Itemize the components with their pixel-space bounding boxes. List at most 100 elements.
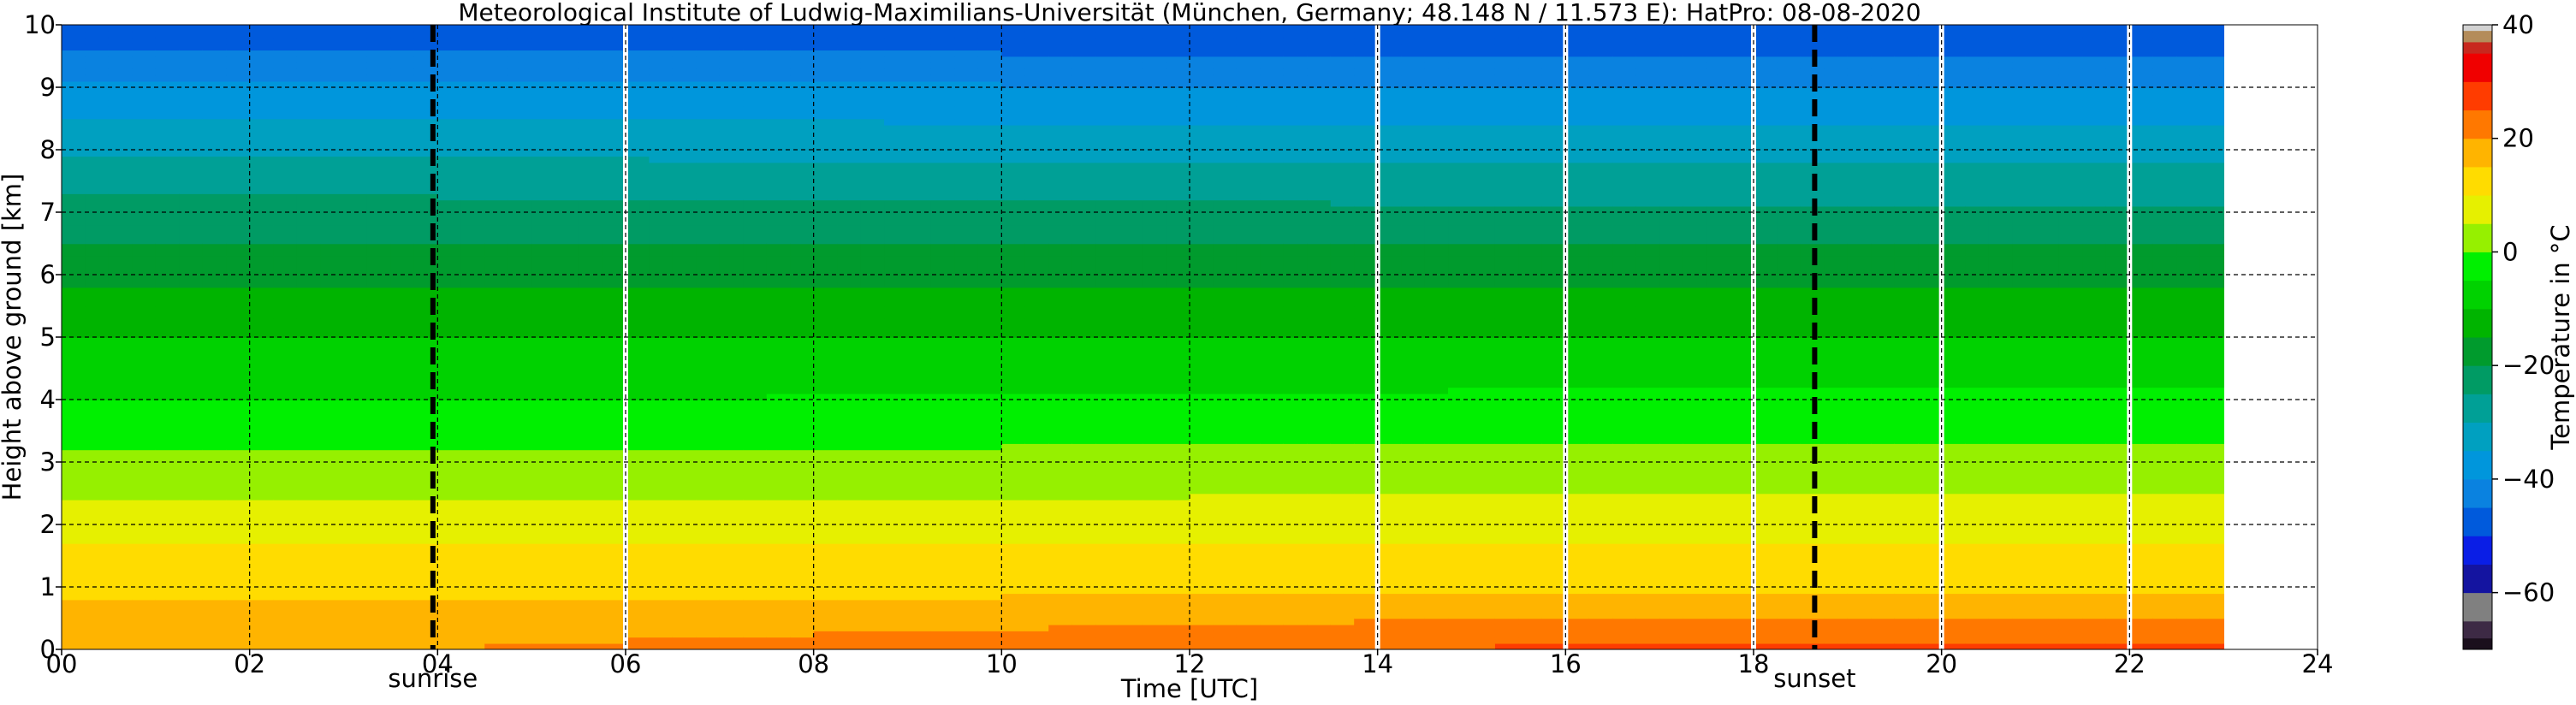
heatmap-cell xyxy=(766,256,792,264)
heatmap-cell xyxy=(602,561,626,569)
heatmap-cell xyxy=(390,387,415,394)
heatmap-cell xyxy=(977,56,1003,63)
heatmap-cell xyxy=(460,337,486,345)
heatmap-cell xyxy=(766,631,792,638)
heatmap-cell xyxy=(837,343,862,351)
heatmap-cell xyxy=(132,218,157,226)
heatmap-cell xyxy=(954,181,979,188)
heatmap-cell xyxy=(108,50,134,57)
heatmap-cell xyxy=(837,168,862,175)
heatmap-cell xyxy=(602,249,626,257)
heatmap-cell xyxy=(954,568,979,576)
heatmap-cell xyxy=(1024,205,1050,213)
heatmap-cell xyxy=(837,512,862,519)
heatmap-cell xyxy=(531,131,556,139)
heatmap-cell xyxy=(108,99,134,107)
heatmap-cell xyxy=(766,56,792,63)
heatmap-cell xyxy=(202,262,228,270)
heatmap-cell xyxy=(930,549,956,557)
heatmap-cell xyxy=(1143,512,1167,519)
heatmap-cell xyxy=(602,643,626,649)
heatmap-cell xyxy=(555,349,579,357)
heatmap-cell xyxy=(743,468,768,476)
heatmap-cell xyxy=(390,412,415,419)
heatmap-cell xyxy=(108,605,134,613)
heatmap-cell xyxy=(1213,62,1238,69)
heatmap-cell xyxy=(602,243,626,251)
heatmap-cell xyxy=(579,418,603,425)
heatmap-cell xyxy=(860,305,885,313)
heatmap-cell xyxy=(930,443,956,451)
heatmap-cell xyxy=(226,624,251,631)
heatmap-cell xyxy=(602,374,626,382)
heatmap-cell xyxy=(366,374,392,382)
heatmap-cell xyxy=(85,205,110,213)
heatmap-cell xyxy=(155,237,181,245)
heatmap-cell xyxy=(649,212,674,220)
heatmap-cell xyxy=(884,443,909,451)
heatmap-cell xyxy=(1213,287,1238,294)
heatmap-cell xyxy=(837,275,862,282)
heatmap-cell xyxy=(884,299,909,307)
heatmap-cell xyxy=(179,499,204,507)
heatmap-cell xyxy=(226,37,251,44)
heatmap-cell xyxy=(413,555,439,563)
heatmap-cell xyxy=(790,74,815,82)
heatmap-cell xyxy=(62,80,86,88)
heatmap-cell xyxy=(766,230,792,238)
heatmap-cell xyxy=(1143,275,1167,282)
heatmap-cell xyxy=(930,212,956,220)
heatmap-cell xyxy=(1166,518,1190,525)
heatmap-cell xyxy=(884,436,909,444)
heatmap-cell xyxy=(766,518,792,525)
heatmap-cell xyxy=(602,105,626,113)
heatmap-cell xyxy=(837,137,862,145)
heatmap-cell xyxy=(1048,580,1073,588)
heatmap-cell xyxy=(977,381,1003,388)
heatmap-cell xyxy=(226,430,251,438)
heatmap-cell xyxy=(579,530,603,538)
heatmap-cell xyxy=(813,299,838,307)
heatmap-cell xyxy=(1143,449,1167,457)
heatmap-cell xyxy=(579,574,603,582)
heatmap-cell xyxy=(413,293,439,300)
heatmap-cell xyxy=(460,193,486,201)
heatmap-cell xyxy=(1024,99,1050,107)
heatmap-cell xyxy=(62,337,86,345)
heatmap-cell xyxy=(202,624,228,631)
heatmap-cell xyxy=(343,56,368,63)
heatmap-cell xyxy=(1071,406,1096,413)
heatmap-cell xyxy=(813,374,838,382)
heatmap-cell xyxy=(1166,137,1190,145)
heatmap-cell xyxy=(672,175,697,182)
heatmap-cell xyxy=(1071,93,1096,101)
heatmap-cell xyxy=(766,480,792,488)
heatmap-cell xyxy=(179,324,204,332)
heatmap-cell xyxy=(85,124,110,132)
heatmap-cell xyxy=(1213,311,1238,319)
heatmap-cell xyxy=(320,368,345,376)
heatmap-cell xyxy=(320,137,345,145)
heatmap-cell xyxy=(437,605,462,613)
heatmap-cell xyxy=(977,493,1003,501)
heatmap-cell xyxy=(1024,337,1050,345)
heatmap-cell xyxy=(366,175,392,182)
heatmap-cell xyxy=(85,31,110,39)
heatmap-cell xyxy=(108,137,134,145)
heatmap-cell xyxy=(155,262,181,270)
heatmap-cell xyxy=(1166,637,1190,644)
heatmap-cell xyxy=(390,62,415,69)
heatmap-cell xyxy=(1095,568,1120,576)
heatmap-cell xyxy=(437,118,462,126)
heatmap-cell xyxy=(484,561,509,569)
heatmap-cell xyxy=(579,536,603,544)
heatmap-cell xyxy=(507,381,532,388)
heatmap-cell xyxy=(1143,324,1167,332)
heatmap-cell xyxy=(555,262,579,270)
heatmap-cell xyxy=(860,150,885,157)
heatmap-cell xyxy=(884,455,909,463)
heatmap-cell xyxy=(437,455,462,463)
heatmap-cell xyxy=(1143,162,1167,169)
heatmap-cell xyxy=(179,87,204,95)
heatmap-cell xyxy=(1119,368,1143,376)
